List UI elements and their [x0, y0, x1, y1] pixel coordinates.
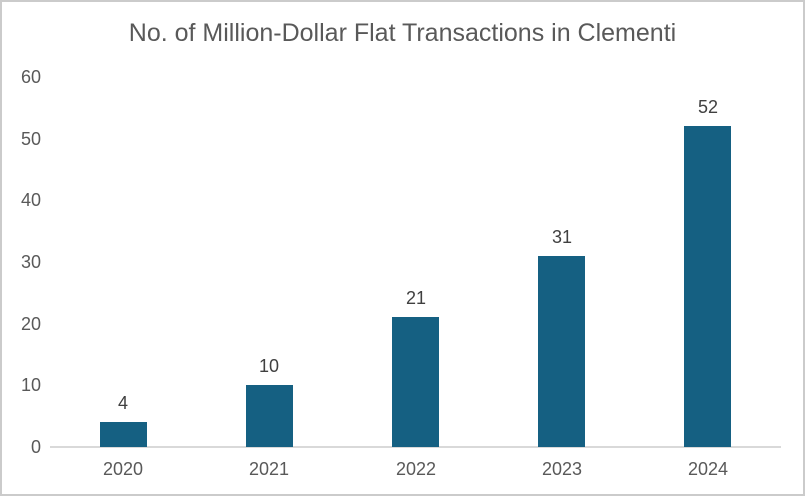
y-tick-label-40: 40 [20, 190, 41, 211]
bar-data-label-2021: 10 [258, 356, 280, 376]
x-tick-label-2024: 2024 [687, 459, 729, 479]
y-tick-label-20: 20 [20, 313, 41, 334]
bar-data-label-2020: 4 [117, 393, 128, 413]
bar-2023[interactable] [538, 256, 585, 447]
y-tick-label-50: 50 [20, 128, 41, 149]
bar-data-label-2022: 21 [405, 288, 427, 308]
x-tick-label-2021: 2021 [248, 459, 290, 479]
y-tick-label-60: 60 [20, 67, 41, 87]
bar-2021[interactable] [246, 385, 293, 447]
y-tick-label-10: 10 [20, 375, 41, 396]
x-axis-line [50, 446, 781, 448]
bar-2022[interactable] [392, 317, 439, 447]
y-tick-label-30: 30 [20, 252, 41, 272]
x-tick-label-2020: 2020 [102, 459, 144, 479]
x-tick-label-2022: 2022 [395, 459, 437, 479]
chart-title: No. of Million-Dollar Flat Transactions … [128, 19, 677, 47]
bar-2020[interactable] [100, 422, 147, 447]
bar-data-label-2024: 52 [697, 97, 719, 117]
bar-2024[interactable] [684, 126, 731, 447]
bar-data-label-2023: 31 [551, 227, 573, 247]
x-tick-label-2023: 2023 [541, 459, 583, 479]
y-tick-label-0: 0 [30, 437, 41, 457]
